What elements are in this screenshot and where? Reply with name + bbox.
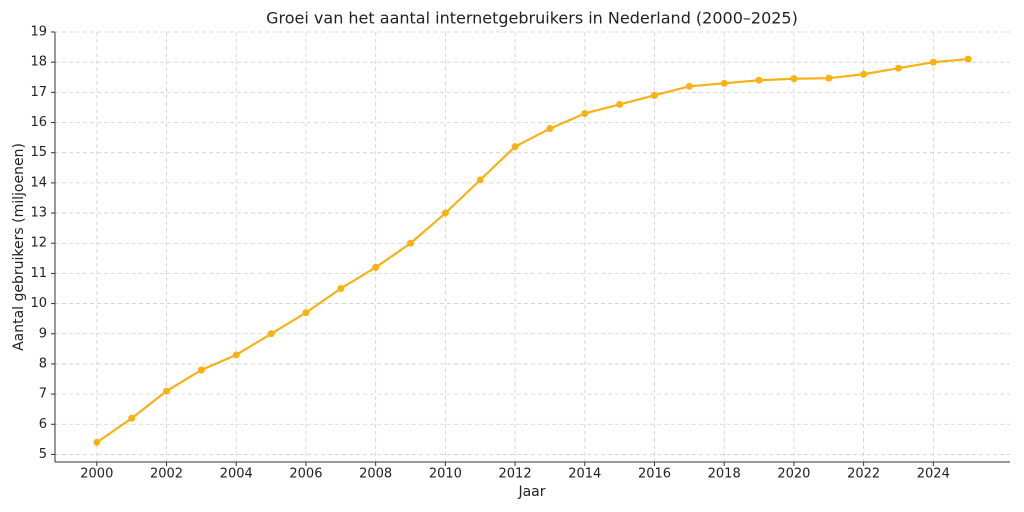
y-tick-label: 14: [30, 175, 47, 190]
y-tick-label: 7: [39, 387, 47, 402]
data-point: [581, 109, 589, 117]
data-point: [197, 366, 205, 374]
data-point: [407, 239, 415, 247]
chart-title: Groei van het aantal internetgebruikers …: [266, 9, 798, 28]
data-point: [720, 79, 728, 87]
data-point: [650, 91, 658, 99]
x-axis-label: Jaar: [517, 484, 545, 500]
data-point: [302, 309, 310, 317]
y-tick-label: 10: [30, 296, 47, 311]
x-tick-label: 2010: [429, 467, 462, 482]
data-point: [755, 76, 763, 84]
x-tick-label: 2016: [638, 467, 671, 482]
y-tick-label: 11: [30, 266, 47, 281]
x-tick-label: 2022: [847, 467, 880, 482]
data-point: [790, 75, 798, 83]
x-tick-label: 2008: [359, 467, 392, 482]
x-tick-label: 2024: [917, 467, 950, 482]
data-point: [372, 263, 380, 271]
data-point: [93, 438, 101, 446]
y-tick-label: 6: [39, 417, 47, 432]
data-point: [860, 70, 868, 78]
data-point: [441, 209, 449, 217]
y-tick-label: 17: [30, 85, 47, 100]
x-tick-label: 2020: [777, 467, 810, 482]
data-point: [128, 414, 136, 422]
data-point: [163, 387, 171, 395]
y-tick-label: 19: [30, 25, 47, 40]
y-axis-label: Aantal gebruikers (miljoenen): [11, 143, 27, 351]
x-tick-label: 2018: [708, 467, 741, 482]
data-point: [685, 82, 693, 90]
data-point: [476, 176, 484, 184]
data-point: [232, 351, 240, 359]
data-point: [929, 58, 937, 66]
x-tick-label: 2014: [568, 467, 601, 482]
y-tick-label: 9: [39, 326, 47, 341]
data-point: [616, 100, 624, 108]
data-point: [964, 55, 972, 63]
data-point: [511, 143, 519, 151]
data-line: [96, 58, 969, 444]
x-tick-label: 2000: [80, 467, 113, 482]
x-tick-label: 2006: [289, 467, 322, 482]
y-tick-label: 13: [30, 206, 47, 221]
data-point: [337, 284, 345, 292]
x-tick-label: 2004: [220, 467, 253, 482]
data-point: [546, 125, 554, 133]
data-point: [894, 64, 902, 72]
x-tick-label: 2012: [499, 467, 532, 482]
y-tick-label: 16: [30, 115, 47, 130]
y-tick-label: 15: [30, 145, 47, 160]
y-tick-label: 5: [39, 447, 47, 462]
y-tick-label: 12: [30, 236, 47, 251]
y-tick-label: 18: [30, 55, 47, 70]
x-tick-label: 2002: [150, 467, 183, 482]
data-point: [825, 74, 833, 82]
data-point: [267, 330, 275, 338]
y-tick-label: 8: [39, 356, 47, 371]
